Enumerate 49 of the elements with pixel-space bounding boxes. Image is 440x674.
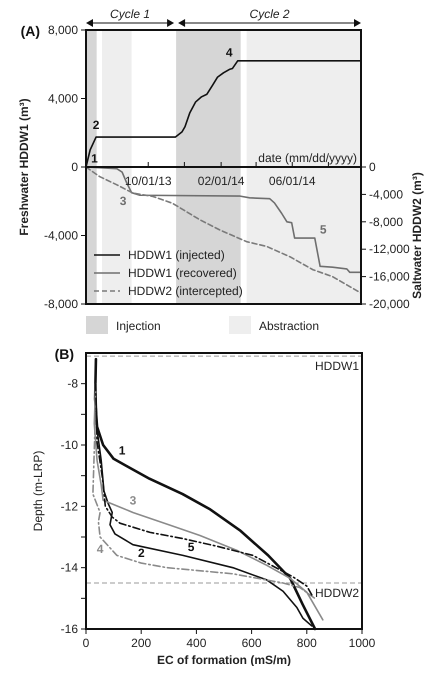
x-tick-label: 600 <box>242 636 262 650</box>
text: Cycle 1 <box>110 7 150 21</box>
x-tick-label: 800 <box>296 636 318 650</box>
y2-tick-label: -4,000 <box>369 187 404 202</box>
x-axis-title: date (mm/dd/yyyy) <box>258 151 357 165</box>
legend-label: Abstraction <box>259 319 320 333</box>
y2-axis-title: Saltwater HDDW2 (m³) <box>410 172 424 299</box>
y-axis-title: Depth (m-LRP) <box>31 450 45 532</box>
x-tick-label: 1000 <box>348 636 376 650</box>
y-tick-label: -8 <box>67 376 78 391</box>
annotation: 2 <box>138 546 146 560</box>
x-tick-label: 02/01/14 <box>198 174 245 188</box>
y2-tick-label: -20,000 <box>369 297 410 311</box>
ref-line-label: HDDW1 <box>315 359 360 374</box>
y-tick-label: -16 <box>60 622 78 636</box>
annotation: 2 <box>92 118 100 132</box>
y-tick-label: -4,000 <box>44 228 78 242</box>
legend-label: HDDW1 (recovered) <box>128 266 237 280</box>
text: Cycle 2 <box>250 7 290 21</box>
y-tick-label: 0 <box>71 160 78 174</box>
y-tick-label: 8,000 <box>48 23 78 37</box>
annotation: 4 <box>96 542 104 556</box>
annotation: 5 <box>320 222 327 237</box>
annotation: 3 <box>120 194 127 208</box>
y-tick-label: -8,000 <box>44 297 78 311</box>
y2-tick-label: -16,000 <box>369 270 410 284</box>
y-tick-label: -10 <box>60 438 78 452</box>
legend-label: HDDW1 (injected) <box>128 248 225 262</box>
chart-title: (B) <box>54 346 74 362</box>
y2-tick-label: 0 <box>369 160 376 174</box>
x-tick-label: 06/01/14 <box>268 174 316 188</box>
annotation: 5 <box>188 540 195 554</box>
legend-label: HDDW2 (intercepted) <box>128 284 243 298</box>
legend-label: Injection <box>116 319 161 333</box>
annotation: 1 <box>118 443 126 458</box>
x-tick-label: 0 <box>82 636 90 650</box>
annotation: 3 <box>130 493 137 508</box>
chart-title: (A) <box>20 23 40 39</box>
y2-tick-label: -12,000 <box>369 242 410 256</box>
x-tick-label: 400 <box>186 636 207 650</box>
y2-tick-label: -8,000 <box>369 214 404 229</box>
y-tick-label: 4,000 <box>48 92 78 106</box>
y-axis-title: Freshwater HDDW1 (m³) <box>17 98 31 236</box>
annotation: 1 <box>91 152 98 166</box>
y-tick-label: -12 <box>60 499 78 514</box>
ref-line-label: HDDW2 <box>315 586 360 600</box>
y-tick-label: -14 <box>60 560 78 575</box>
x-tick-label: 200 <box>131 636 152 650</box>
annotation: 4 <box>226 45 233 60</box>
